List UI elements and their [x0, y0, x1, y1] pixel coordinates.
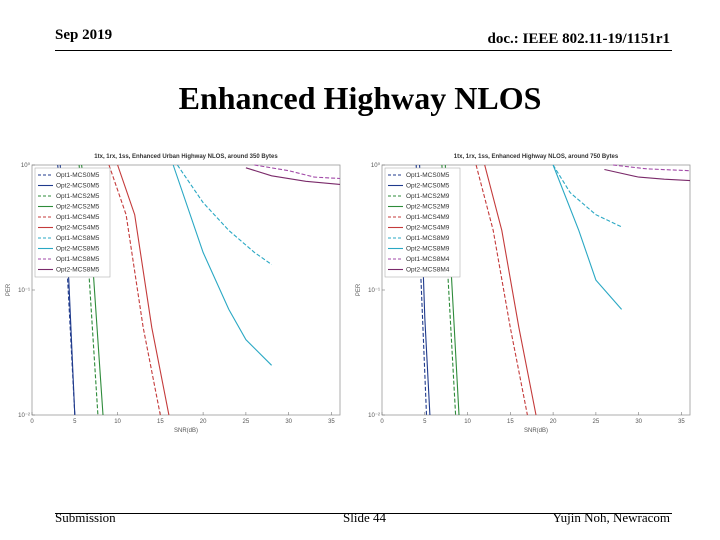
legend-label: Opt1-MCS8M5	[56, 256, 100, 263]
legend-label: Opt1-MCS0M5	[406, 172, 450, 179]
header-divider	[55, 50, 672, 51]
y-tick-label: 10⁰	[21, 162, 31, 169]
x-tick-label: 35	[678, 419, 685, 425]
series-line-8	[172, 164, 272, 366]
y-tick-label: 10⁻²	[18, 413, 30, 419]
x-tick-label: 20	[200, 419, 207, 425]
footer-submission: Submission	[55, 510, 116, 525]
x-tick-label: 15	[507, 419, 514, 425]
legend-label: Opt1-MCS4M9	[406, 214, 450, 221]
chart-title: 1tx, 1rx, 1ss, Enhanced Highway NLOS, ar…	[454, 154, 619, 160]
x-axis-label: SNR(dB)	[524, 428, 548, 434]
series-line-6	[117, 164, 170, 416]
legend-box	[384, 167, 461, 278]
legend-label: Opt2-MCS8M4	[406, 267, 450, 274]
x-tick-label: 30	[635, 419, 642, 425]
x-tick-label: 0	[380, 419, 384, 425]
series-line-5	[475, 164, 528, 416]
legend-label: Opt2-MCS8M5	[56, 267, 100, 274]
legend-label: Opt2-MCS2M5	[56, 204, 100, 211]
y-tick-label: 10⁰	[371, 162, 381, 169]
header-date: Sep 2019	[55, 27, 113, 43]
x-tick-label: 10	[464, 419, 471, 425]
legend-label: Opt2-MCS4M9	[406, 225, 450, 232]
legend-label: Opt2-MCS8M9	[406, 246, 450, 253]
y-tick-label: 10⁻²	[368, 413, 380, 419]
x-tick-label: 5	[423, 419, 427, 425]
series-line-6	[484, 164, 537, 416]
x-tick-label: 25	[243, 419, 250, 425]
legend-label: Opt2-MCS4M5	[56, 225, 100, 232]
series-line-9	[612, 164, 691, 172]
x-tick-label: 35	[328, 419, 335, 425]
series-line-10	[604, 168, 691, 182]
legend-label: Opt2-MCS2M9	[406, 204, 450, 211]
legend-label: Opt2-MCS0M5	[406, 183, 450, 190]
legend-label: Opt1-MCS8M4	[406, 256, 450, 263]
legend-label: Opt1-MCS2M5	[56, 193, 100, 200]
footer-slide-number: Slide 44	[343, 510, 386, 525]
footer-author: Yujin Noh, Newracom	[552, 510, 670, 525]
slide-title: Enhanced Highway NLOS	[178, 80, 542, 116]
x-tick-label: 0	[30, 419, 34, 425]
series-line-7	[176, 164, 272, 265]
series-line-10	[245, 167, 341, 185]
series-line-5	[108, 164, 161, 416]
y-axis-label: PER	[6, 283, 12, 296]
footer-divider	[55, 513, 672, 514]
x-tick-label: 15	[157, 419, 164, 425]
header-doc-id: doc.: IEEE 802.11-19/1151r1	[487, 31, 670, 47]
y-axis-label: PER	[356, 283, 362, 296]
series-line-8	[552, 164, 623, 310]
y-tick-label: 10⁻¹	[368, 288, 380, 294]
x-axis-label: SNR(dB)	[174, 428, 198, 434]
legend-label: Opt2-MCS8M5	[56, 246, 100, 253]
series-line-7	[552, 164, 622, 228]
x-tick-label: 25	[593, 419, 600, 425]
x-tick-label: 5	[73, 419, 77, 425]
chart-highway-nlos: 1tx, 1rx, 1ss, Enhanced Highway NLOS, ar…	[356, 154, 691, 434]
chart-title: 1tx, 1rx, 1ss, Enhanced Urban Highway NL…	[94, 154, 278, 160]
legend-label: Opt1-MCS2M9	[406, 193, 450, 200]
y-tick-label: 10⁻¹	[18, 288, 30, 294]
legend-label: Opt2-MCS0M5	[56, 183, 100, 190]
x-tick-label: 30	[285, 419, 292, 425]
legend-label: Opt1-MCS8M5	[56, 235, 100, 242]
series-line-9	[254, 164, 341, 180]
legend-label: Opt1-MCS0M5	[56, 172, 100, 179]
legend-label: Opt1-MCS4M5	[56, 214, 100, 221]
legend-box	[34, 167, 111, 278]
x-tick-label: 10	[114, 419, 121, 425]
legend-label: Opt1-MCS8M9	[406, 235, 450, 242]
x-tick-label: 20	[550, 419, 557, 425]
chart-urban-highway-nlos: 1tx, 1rx, 1ss, Enhanced Urban Highway NL…	[6, 154, 341, 434]
